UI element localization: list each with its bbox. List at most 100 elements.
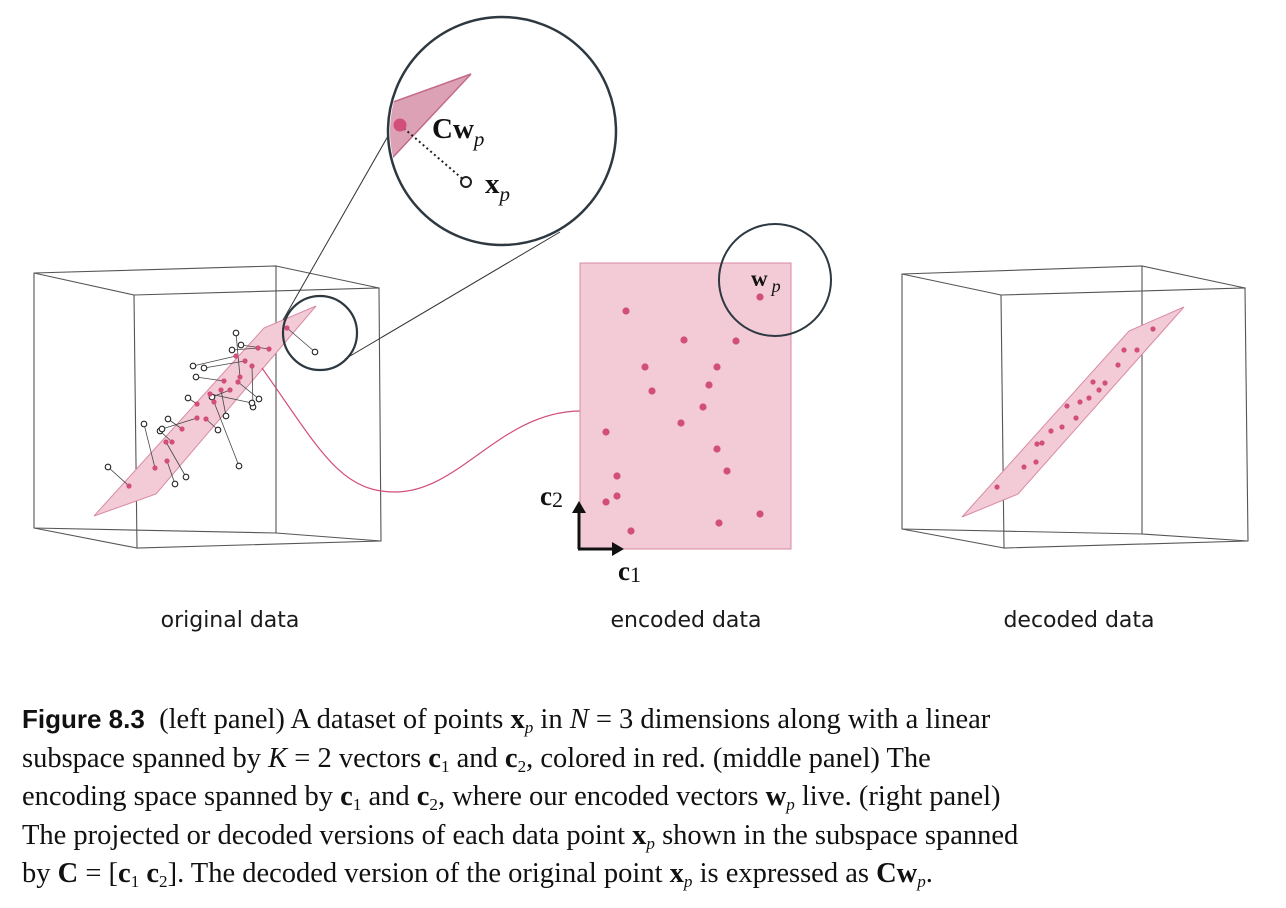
projected-point (284, 325, 290, 331)
projection-line (143, 423, 156, 469)
decoded-point (1150, 326, 1156, 332)
original-points (104, 329, 319, 488)
original-data-panel (33, 93, 561, 549)
decoded-data-panel (901, 265, 1249, 549)
encoded-point (732, 337, 740, 345)
encoded-point (613, 492, 621, 500)
decoded-point (1064, 403, 1070, 409)
decoded-point (1090, 379, 1096, 385)
zoom-plane (390, 73, 472, 172)
encoded-zoom-circle (718, 223, 832, 337)
projected-point (249, 363, 255, 369)
decoded-points (994, 326, 1156, 490)
projection-line (107, 466, 130, 487)
decoded-point (1115, 362, 1121, 368)
projected-point (255, 345, 261, 351)
c2-arrowhead (572, 501, 586, 513)
encoded-point (699, 403, 707, 411)
projection-line (213, 401, 240, 467)
projected-point (235, 379, 241, 385)
original-point (164, 415, 172, 423)
decoded-cube (901, 265, 1249, 549)
zoom-connector-line (344, 231, 561, 360)
projected-point (237, 374, 243, 380)
original-point (228, 346, 236, 354)
projected-point (194, 401, 200, 407)
mapping-curve (261, 367, 581, 493)
zoom-projection-dotted-line (399, 124, 466, 182)
encoded-point (677, 419, 685, 427)
projection-line (165, 441, 187, 478)
subspace-plane-decoded (961, 306, 1185, 518)
encoded-point (705, 381, 713, 389)
original-point (235, 462, 243, 470)
original-point (200, 364, 208, 372)
projected-point (218, 387, 224, 393)
encoded-point (713, 363, 721, 371)
decoded-point (1033, 459, 1039, 465)
encoded-point (602, 428, 610, 436)
panel-label-encoded: encoded data (610, 608, 761, 633)
encoded-point (680, 336, 688, 344)
projected-point-cwp (393, 118, 407, 132)
decoded-point (1086, 395, 1092, 401)
zoom-source-circle (281, 294, 359, 372)
original-point (184, 394, 192, 402)
decoded-point (1039, 440, 1045, 446)
projected-point (164, 458, 170, 464)
decoded-point (1134, 347, 1140, 353)
projected-point (152, 465, 158, 471)
encoded-points (602, 293, 764, 535)
cwp-label: Cwp (432, 113, 484, 151)
encoded-point (648, 387, 656, 395)
decoded-point (1096, 387, 1102, 393)
encoded-point (613, 472, 621, 480)
decoded-point (1077, 399, 1083, 405)
original-point (158, 425, 166, 433)
projected-point (163, 439, 169, 445)
encoded-point (602, 498, 610, 506)
c1-axis-label: c1 (618, 556, 641, 587)
original-point (248, 399, 256, 407)
original-point (140, 420, 148, 428)
encoding-space-rect (579, 262, 792, 550)
original-point (237, 341, 245, 349)
projected-point (242, 358, 248, 364)
zoom-detail: Cwp xp (386, 15, 618, 247)
projection-line (240, 344, 270, 350)
decoded-point (1073, 415, 1079, 421)
projected-points-original (126, 325, 290, 489)
projection-line (237, 381, 260, 400)
projected-point (126, 483, 132, 489)
projection-line (203, 360, 246, 369)
decoded-point (1034, 441, 1040, 447)
original-point (214, 426, 222, 434)
encoded-point (627, 527, 635, 535)
c1-arrowhead (612, 542, 624, 556)
original-point (171, 480, 179, 488)
figure-caption: Figure 8.3 (left panel) A dataset of poi… (22, 700, 1272, 894)
projected-point (211, 399, 217, 405)
projected-point (194, 415, 200, 421)
decoded-point (1121, 347, 1127, 353)
caption-text: (left panel) A dataset of points xp in N… (22, 704, 1019, 892)
projection-line (195, 376, 225, 382)
figure-number: Figure 8.3 (22, 704, 145, 734)
projection-line (209, 393, 253, 404)
original-point (232, 329, 240, 337)
projected-point (266, 346, 272, 352)
original-point (255, 395, 263, 403)
original-point-xp (460, 176, 472, 188)
projection-line (231, 347, 259, 351)
projected-point (227, 387, 233, 393)
basis-axes (572, 501, 624, 556)
encoded-point (622, 307, 630, 315)
original-cube (33, 265, 382, 549)
projected-point (169, 439, 175, 445)
panel-label-decoded: decoded data (1003, 608, 1154, 633)
original-point (222, 412, 230, 420)
original-point (104, 463, 112, 471)
encoded-point (713, 445, 721, 453)
